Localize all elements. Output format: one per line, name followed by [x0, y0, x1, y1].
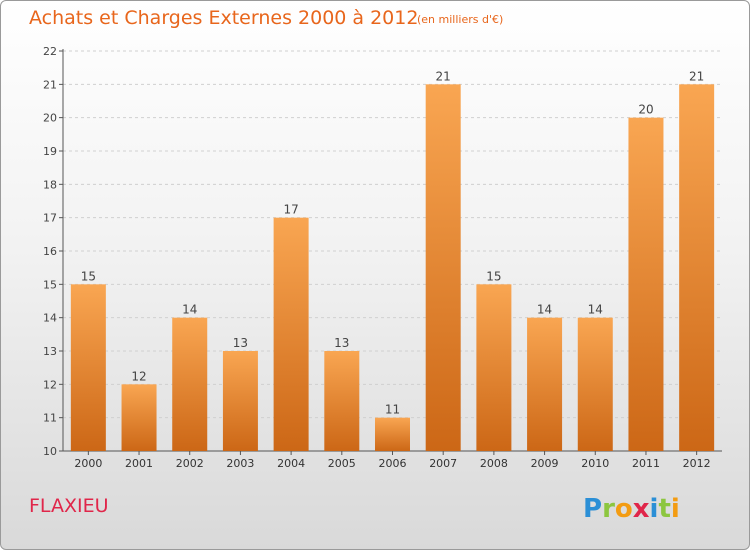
bar — [273, 217, 309, 451]
bar — [577, 317, 613, 451]
x-tick-label: 2007 — [429, 457, 457, 470]
data-label: 14 — [588, 303, 603, 317]
x-tick-label: 2012 — [683, 457, 711, 470]
y-tick-label: 13 — [43, 345, 57, 358]
y-tick-label: 11 — [43, 412, 57, 425]
x-tick-label: 2001 — [125, 457, 153, 470]
chart-title: Achats et Charges Externes 2000 à 2012 — [29, 7, 419, 29]
x-tick-label: 2011 — [632, 457, 660, 470]
data-label: 14 — [537, 303, 552, 317]
x-tick-label: 2005 — [328, 457, 356, 470]
y-tick-label: 17 — [43, 212, 57, 225]
data-label: 20 — [638, 103, 653, 117]
y-tick-label: 16 — [43, 245, 57, 258]
bar — [222, 351, 258, 451]
y-tick-label: 12 — [43, 378, 57, 391]
y-tick-label: 19 — [43, 145, 57, 158]
x-tick-label: 2002 — [176, 457, 204, 470]
proxiti-logo: Proxiti — [583, 494, 680, 524]
bar — [375, 417, 410, 451]
data-label: 13 — [233, 336, 248, 350]
x-tick-label: 2008 — [480, 457, 508, 470]
y-tick-label: 20 — [43, 112, 57, 125]
y-tick-label: 14 — [43, 312, 57, 325]
y-tick-label: 10 — [43, 445, 57, 458]
bar — [121, 384, 157, 451]
bar — [324, 351, 360, 451]
y-tick-label: 21 — [43, 78, 57, 91]
y-tick-label: 18 — [43, 178, 57, 191]
x-tick-label: 2010 — [581, 457, 609, 470]
data-label: 21 — [689, 69, 704, 83]
x-tick-label: 2009 — [531, 457, 559, 470]
data-label: 15 — [81, 269, 96, 283]
data-label: 14 — [182, 303, 197, 317]
commune-name: FLAXIEU — [29, 495, 109, 517]
chart-subtitle: (en milliers d'€) — [417, 13, 504, 26]
bar — [527, 317, 563, 451]
bar — [70, 284, 106, 451]
bar — [425, 84, 461, 451]
y-tick-label: 22 — [43, 45, 57, 58]
x-tick-label: 2004 — [277, 457, 305, 470]
data-label: 12 — [131, 369, 146, 383]
data-label: 21 — [436, 69, 451, 83]
data-label: 15 — [486, 269, 501, 283]
x-tick-label: 2000 — [74, 457, 102, 470]
bar — [476, 284, 512, 451]
bar — [172, 317, 208, 451]
bar — [628, 117, 664, 452]
data-label: 17 — [283, 203, 298, 217]
x-tick-label: 2006 — [379, 457, 407, 470]
data-label: 11 — [385, 403, 400, 417]
svg-text:Proxiti: Proxiti — [583, 494, 680, 524]
bar — [679, 84, 715, 451]
x-tick-label: 2003 — [226, 457, 254, 470]
y-tick-label: 15 — [43, 278, 57, 291]
data-label: 13 — [334, 336, 349, 350]
